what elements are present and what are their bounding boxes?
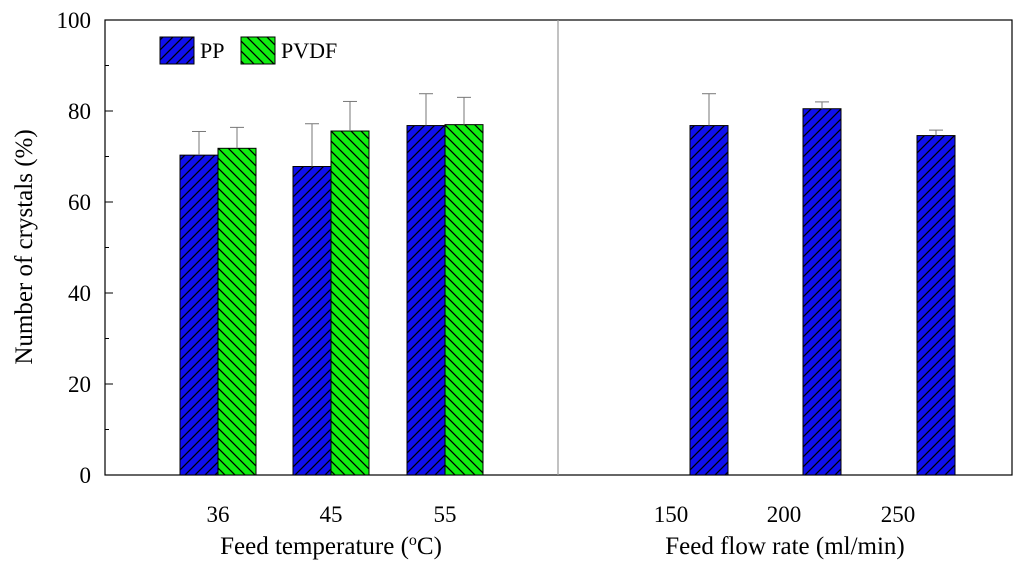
y-tick-label: 100 bbox=[57, 8, 92, 33]
bar-pp-36 bbox=[179, 154, 219, 476]
legend-label-pp: PP bbox=[200, 38, 224, 63]
x-tick-label: 55 bbox=[434, 502, 457, 527]
x-tick-label: 36 bbox=[207, 502, 230, 527]
x-tick-label: 45 bbox=[320, 502, 343, 527]
legend-swatch-pvdf bbox=[240, 36, 276, 65]
legend: PP PVDF bbox=[159, 36, 337, 65]
y-tick-label: 20 bbox=[68, 372, 91, 397]
bar-pp-200 bbox=[802, 108, 842, 476]
x-tick-label: 250 bbox=[881, 502, 916, 527]
bar-pvdf-55 bbox=[444, 124, 484, 476]
y-axis-label: Number of crystals (%) bbox=[11, 129, 38, 364]
error-bars-layer bbox=[192, 93, 943, 167]
x-axis-label-temperature: Feed temperature (oC) bbox=[220, 532, 442, 560]
x-axis-label-temperature-sup: o bbox=[409, 532, 417, 549]
x-tick-label: 150 bbox=[654, 502, 689, 527]
bar-pp-150 bbox=[689, 125, 729, 476]
bars-layer bbox=[179, 108, 956, 476]
bar-pvdf-36 bbox=[217, 147, 257, 476]
y-tick-label: 80 bbox=[68, 99, 91, 124]
legend-label-pvdf: PVDF bbox=[281, 38, 337, 63]
y-axis: 0 20 40 60 80 100 bbox=[57, 8, 113, 488]
x-tick-labels: 36 45 55 150 200 250 bbox=[207, 502, 916, 527]
x-axis-label-temperature-suffix: C) bbox=[417, 533, 442, 560]
y-tick-label: 40 bbox=[68, 281, 91, 306]
bar-pvdf-45 bbox=[330, 130, 370, 476]
bar-pp-55 bbox=[406, 125, 446, 476]
legend-swatch-pp bbox=[159, 36, 195, 65]
x-tick-label: 200 bbox=[767, 502, 802, 527]
x-axis-label-flow-rate: Feed flow rate (ml/min) bbox=[665, 533, 905, 560]
y-tick-label: 60 bbox=[68, 190, 91, 215]
bar-pp-250 bbox=[916, 135, 956, 476]
x-axis-label-temperature-prefix: Feed temperature ( bbox=[220, 533, 409, 560]
y-tick-label: 0 bbox=[80, 463, 92, 488]
bar-pp-45 bbox=[292, 166, 332, 476]
